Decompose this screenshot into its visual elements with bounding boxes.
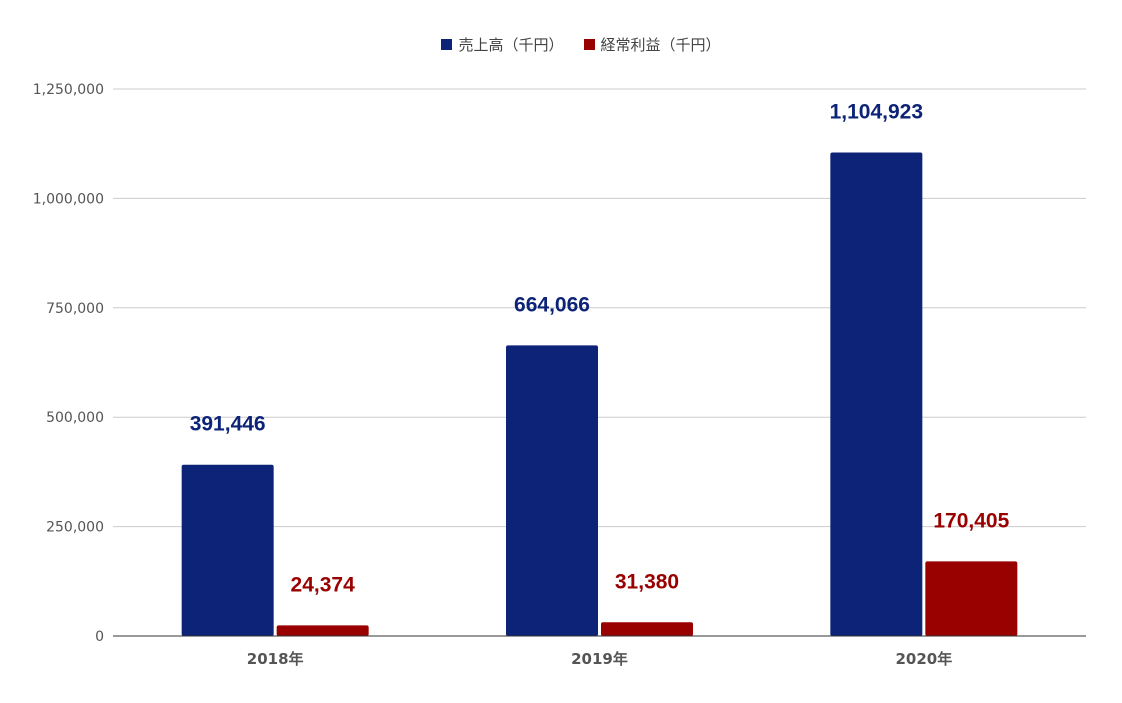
x-tick-label: 2018年 — [247, 650, 304, 668]
data-label-profit: 24,374 — [291, 573, 356, 596]
legend-label-profit: 経常利益（千円） — [600, 36, 721, 54]
bar-sales — [181, 464, 274, 636]
y-tick-label: 500,000 — [46, 410, 104, 426]
data-label-sales: 664,066 — [514, 293, 590, 316]
y-tick-label: 1,000,000 — [33, 191, 104, 207]
data-label-profit: 31,380 — [615, 570, 679, 593]
legend-label-sales: 売上高（千円） — [458, 36, 564, 54]
data-label-sales: 391,446 — [190, 413, 266, 436]
legend-item-profit: 経常利益（千円） — [583, 34, 721, 55]
y-tick-label: 1,250,000 — [33, 82, 104, 98]
y-tick-label: 250,000 — [46, 520, 104, 536]
legend-swatch-profit — [583, 39, 595, 50]
bar-sales — [506, 345, 598, 636]
bar-profit — [276, 625, 369, 636]
data-label-profit: 170,405 — [933, 509, 1009, 532]
bar-profit — [925, 561, 1018, 636]
x-tick-label: 2020年 — [895, 650, 952, 668]
y-tick-label: 0 — [95, 629, 104, 645]
bar-sales — [830, 152, 923, 636]
bar-profit — [601, 622, 693, 636]
legend-item-sales: 売上高（千円） — [401, 34, 564, 55]
x-tick-label: 2019年 — [571, 650, 628, 668]
y-tick-label: 750,000 — [46, 301, 104, 317]
legend: 売上高（千円） 経常利益（千円） — [0, 34, 1122, 55]
legend-swatch-sales — [441, 39, 453, 50]
data-label-sales: 1,104,923 — [830, 100, 923, 123]
